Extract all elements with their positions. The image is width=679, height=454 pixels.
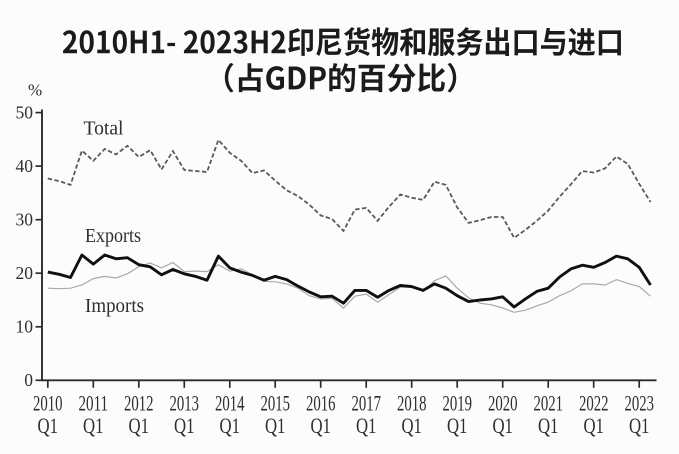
svg-text:Q1: Q1 [401, 413, 422, 438]
svg-text:30: 30 [16, 210, 34, 230]
svg-text:2021: 2021 [533, 390, 563, 415]
svg-text:2023: 2023 [624, 390, 654, 415]
svg-text:Total: Total [84, 118, 124, 140]
svg-text:Q1: Q1 [83, 413, 104, 438]
svg-text:2015: 2015 [260, 390, 290, 415]
svg-text:50: 50 [16, 103, 34, 123]
svg-text:2022: 2022 [579, 390, 609, 415]
svg-text:Q1: Q1 [538, 413, 559, 438]
svg-text:Q1: Q1 [265, 413, 286, 438]
svg-text:2016: 2016 [306, 390, 336, 415]
svg-text:Q1: Q1 [356, 413, 377, 438]
svg-text:Q1: Q1 [492, 413, 513, 438]
svg-text:40: 40 [16, 156, 34, 176]
svg-text:2017: 2017 [351, 390, 381, 415]
svg-text:Q1: Q1 [129, 413, 150, 438]
svg-text:2011: 2011 [79, 390, 109, 415]
svg-text:Exports: Exports [85, 225, 141, 247]
svg-text:2014: 2014 [215, 390, 245, 415]
svg-text:Q1: Q1 [38, 413, 59, 438]
svg-text:20: 20 [16, 263, 34, 283]
svg-text:Q1: Q1 [447, 413, 468, 438]
svg-text:2012: 2012 [124, 390, 154, 415]
svg-text:Q1: Q1 [629, 413, 650, 438]
svg-text:2013: 2013 [170, 390, 200, 415]
svg-text:2020: 2020 [488, 390, 518, 415]
svg-text:Q1: Q1 [220, 413, 241, 438]
svg-text:Q1: Q1 [583, 413, 604, 438]
svg-text:Imports: Imports [85, 295, 144, 317]
svg-text:2019: 2019 [442, 390, 472, 415]
svg-text:10: 10 [16, 317, 34, 337]
svg-text:%: % [28, 81, 42, 100]
svg-text:2018: 2018 [397, 390, 427, 415]
svg-text:Q1: Q1 [310, 413, 331, 438]
svg-text:0: 0 [24, 370, 33, 390]
svg-text:Q1: Q1 [174, 413, 195, 438]
svg-text:2010: 2010 [33, 390, 63, 415]
